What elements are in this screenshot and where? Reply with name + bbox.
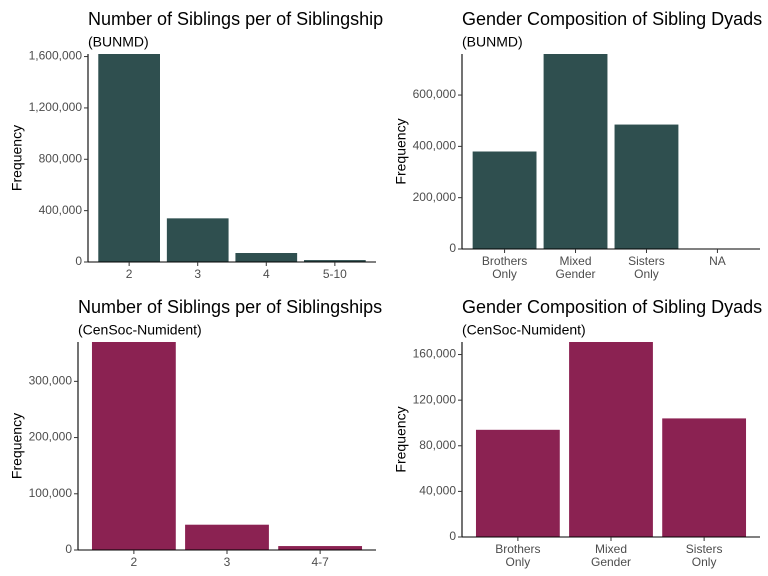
y-tick-label: 100,000 [29,486,73,500]
y-tick-label: 200,000 [413,190,457,204]
x-tick-label: 3 [224,555,231,569]
x-tick-label: 4 [263,267,270,281]
bar [98,54,160,262]
y-tick-label: 1,200,000 [29,100,83,114]
chart-panel-3: Number of Siblings per of Siblingships (C… [9,297,382,569]
bar [662,418,747,537]
y-tick-label: 160,000 [413,347,457,361]
bar [91,342,176,550]
bar [166,218,229,262]
bar [185,524,269,550]
y-axis-label: Frequency [393,118,409,184]
x-tick-label: Mixed Gender [591,542,631,569]
bar [235,253,298,262]
x-tick-label: 5-10 [323,267,347,281]
chart-title: Gender Composition of Sibling Dyads [462,9,762,29]
y-tick-label: 200,000 [29,430,73,444]
chart-panel-2: Gender Composition of Sibling Dyads (BUNM… [393,9,762,281]
bar [278,546,363,550]
x-tick-label: 2 [126,267,133,281]
x-tick-label: 2 [131,555,138,569]
y-tick-label: 600,000 [413,87,457,101]
y-tick-label: 800,000 [39,151,83,165]
x-tick-label: Sisters Only [628,254,665,281]
y-axis-label: Frequency [9,125,25,191]
y-tick-label: 40,000 [419,484,456,498]
chart-subtitle: (CenSoc-Numident) [462,322,586,338]
y-tick-label: 80,000 [419,438,456,452]
y-tick-label: 0 [449,529,456,543]
y-axis-label: Frequency [9,413,25,479]
bar [304,260,366,262]
chart-subtitle: (CenSoc-Numident) [78,322,202,338]
bar [472,151,537,249]
y-tick-label: 0 [449,241,456,255]
y-tick-label: 0 [75,254,82,268]
y-tick-label: 120,000 [413,392,457,406]
x-tick-label: Sisters Only [686,542,723,569]
x-tick-label: Brothers Only [495,542,540,569]
y-tick-label: 400,000 [413,139,457,153]
chart-panel-4: Gender Composition of Sibling Dyads (CenS… [393,297,762,569]
x-tick-label: Brothers Only [482,254,527,281]
chart-title: Gender Composition of Sibling Dyads [462,297,762,317]
y-tick-label: 0 [65,542,72,556]
chart-subtitle: (BUNMD) [462,34,523,50]
y-tick-label: 1,600,000 [29,49,83,63]
chart-title: Number of Siblings per of Siblingship [88,9,383,29]
chart-title: Number of Siblings per of Siblingships [78,297,382,317]
y-tick-label: 300,000 [29,374,73,388]
bar [543,54,608,249]
x-tick-label: NA [709,254,726,268]
bar [569,342,653,537]
x-tick-label: 3 [194,267,201,281]
y-tick-label: 400,000 [39,203,83,217]
y-axis-label: Frequency [393,406,409,472]
bar [614,124,679,249]
bar [475,429,560,537]
chart-panel-1: Number of Siblings per of Siblingship (BU… [9,9,383,281]
x-tick-label: Mixed Gender [556,254,596,281]
x-tick-label: 4-7 [311,555,329,569]
chart-subtitle: (BUNMD) [88,34,149,50]
